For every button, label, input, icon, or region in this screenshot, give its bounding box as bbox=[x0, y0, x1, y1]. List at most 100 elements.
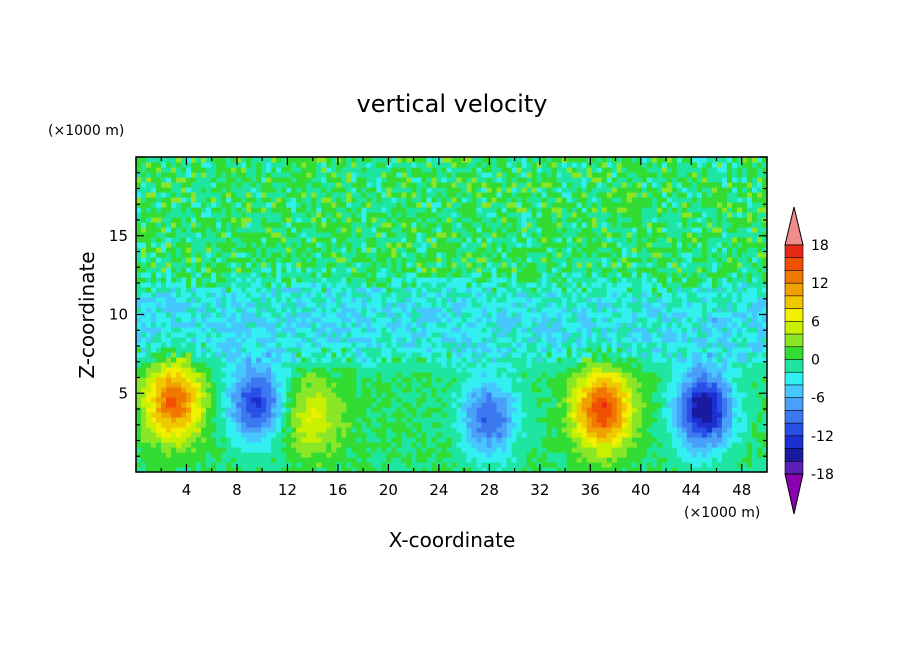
contour-cell bbox=[146, 372, 152, 378]
contour-cell bbox=[196, 357, 202, 363]
contour-cell bbox=[321, 307, 327, 313]
contour-cell bbox=[256, 457, 262, 463]
contour-cell bbox=[446, 262, 453, 268]
contour-cell bbox=[331, 402, 337, 408]
contour-cell bbox=[531, 432, 538, 438]
contour-cell bbox=[281, 357, 287, 363]
contour-cell bbox=[456, 162, 463, 168]
contour-cell bbox=[191, 367, 197, 373]
contour-cell bbox=[216, 462, 222, 468]
contour-cell bbox=[386, 292, 393, 298]
contour-cell bbox=[516, 237, 523, 243]
contour-cell bbox=[226, 362, 232, 368]
contour-cell bbox=[306, 192, 312, 198]
contour-cell bbox=[291, 187, 297, 193]
contour-cell bbox=[476, 237, 483, 243]
contour-cell bbox=[386, 187, 393, 193]
contour-cell bbox=[251, 277, 257, 283]
contour-cell bbox=[496, 202, 503, 208]
contour-cell bbox=[356, 462, 362, 468]
contour-cell bbox=[356, 372, 362, 378]
contour-cell bbox=[406, 292, 413, 298]
contour-cell bbox=[516, 322, 523, 328]
contour-cell bbox=[396, 212, 403, 218]
contour-cell bbox=[511, 197, 518, 203]
contour-cell bbox=[476, 302, 483, 308]
contour-cell bbox=[226, 342, 232, 348]
contour-cell bbox=[346, 162, 352, 168]
contour-cell bbox=[336, 202, 342, 208]
contour-cell bbox=[406, 212, 413, 218]
contour-cell bbox=[211, 267, 217, 273]
contour-cell bbox=[226, 412, 232, 418]
contour-cell bbox=[451, 397, 458, 403]
contour-cell bbox=[381, 237, 387, 243]
contour-cell bbox=[516, 442, 523, 448]
contour-cell bbox=[326, 307, 332, 313]
contour-cell bbox=[156, 302, 162, 308]
contour-cell bbox=[176, 432, 182, 438]
contour-cell bbox=[241, 192, 247, 198]
contour-cell bbox=[226, 192, 232, 198]
contour-cell bbox=[226, 232, 232, 238]
contour-cell bbox=[291, 207, 297, 213]
contour-cell bbox=[286, 327, 292, 333]
contour-cell bbox=[516, 307, 523, 313]
contour-cell bbox=[296, 252, 302, 258]
contour-cell bbox=[501, 422, 508, 428]
contour-cell bbox=[471, 357, 478, 363]
contour-cell bbox=[526, 167, 533, 173]
contour-cell bbox=[456, 402, 463, 408]
contour-cell bbox=[166, 437, 172, 443]
contour-cell bbox=[161, 292, 167, 298]
contour-cell bbox=[331, 277, 337, 283]
contour-cell bbox=[181, 332, 187, 338]
contour-cell bbox=[266, 302, 272, 308]
contour-cell bbox=[371, 432, 377, 438]
contour-cell bbox=[286, 272, 292, 278]
contour-cell bbox=[231, 417, 237, 423]
contour-cell bbox=[201, 457, 207, 463]
contour-cell bbox=[246, 282, 252, 288]
contour-cell bbox=[286, 372, 292, 378]
contour-cell bbox=[191, 307, 197, 313]
contour-cell bbox=[186, 272, 192, 278]
contour-cell bbox=[231, 232, 237, 238]
contour-cell bbox=[206, 307, 212, 313]
contour-cell bbox=[441, 452, 448, 458]
contour-cell bbox=[416, 347, 423, 353]
contour-cell bbox=[176, 337, 182, 343]
contour-cell bbox=[216, 257, 222, 263]
contour-cell bbox=[141, 412, 147, 418]
contour-cell bbox=[501, 307, 508, 313]
contour-cell bbox=[201, 237, 207, 243]
contour-cell bbox=[191, 282, 197, 288]
contour-cell bbox=[481, 462, 488, 468]
contour-cell bbox=[156, 197, 162, 203]
contour-cell bbox=[186, 452, 192, 458]
contour-cell bbox=[271, 452, 277, 458]
contour-cell bbox=[226, 302, 232, 308]
contour-cell bbox=[511, 327, 518, 333]
contour-cell bbox=[301, 437, 307, 443]
contour-cell bbox=[326, 422, 332, 428]
contour-cell bbox=[301, 362, 307, 368]
contour-cell bbox=[331, 417, 337, 423]
contour-cell bbox=[411, 432, 418, 438]
contour-cell bbox=[401, 332, 408, 338]
contour-cell bbox=[161, 447, 167, 453]
contour-cell bbox=[256, 157, 262, 163]
contour-cell bbox=[261, 312, 267, 318]
contour-cell bbox=[191, 447, 197, 453]
contour-cell bbox=[336, 297, 342, 303]
contour-cell bbox=[216, 187, 222, 193]
contour-cell bbox=[161, 252, 167, 258]
contour-cell bbox=[381, 327, 387, 333]
contour-cell bbox=[256, 342, 262, 348]
contour-cell bbox=[451, 367, 458, 373]
contour-cell bbox=[246, 397, 252, 403]
contour-cell bbox=[286, 232, 292, 238]
contour-cell bbox=[376, 377, 382, 383]
contour-cell bbox=[501, 417, 508, 423]
contour-cell bbox=[176, 352, 182, 358]
